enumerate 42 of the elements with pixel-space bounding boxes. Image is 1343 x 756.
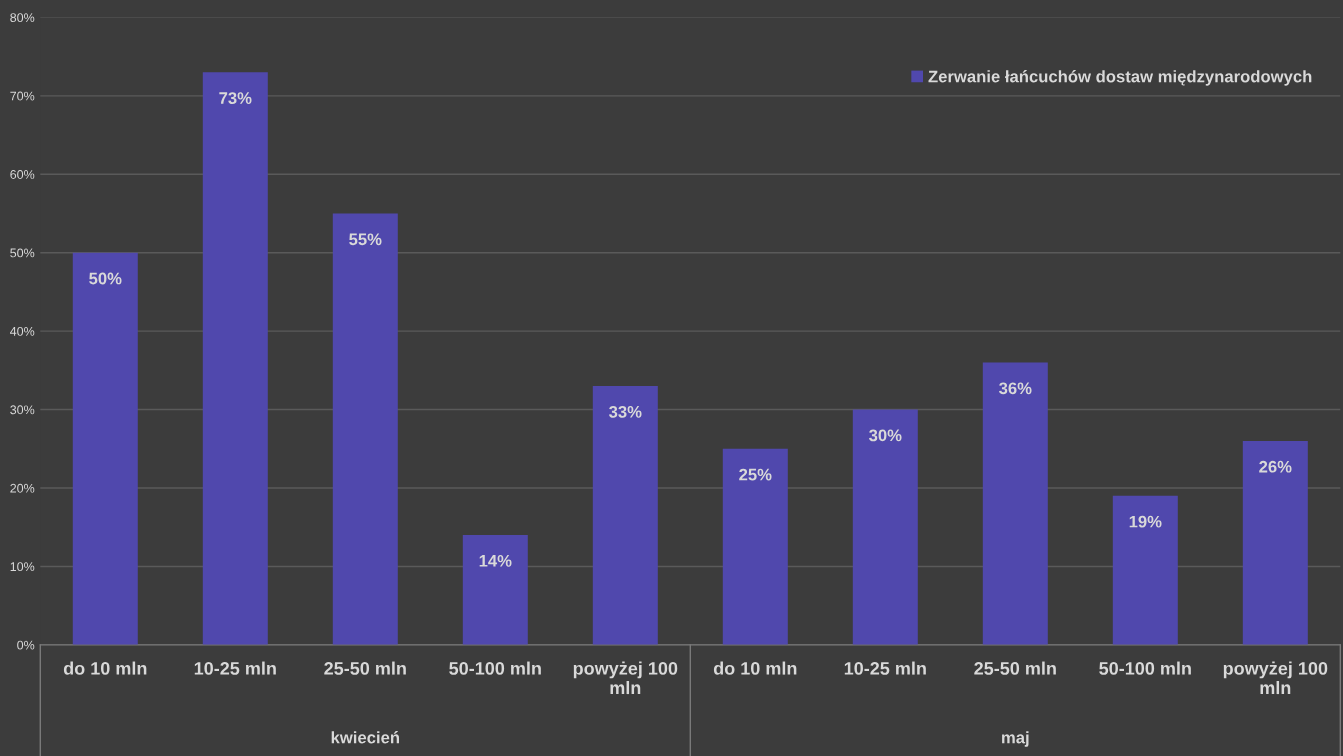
y-tick-label: 60%	[10, 170, 35, 179]
y-tick-label: 80%	[10, 13, 35, 23]
x-tick-label: 10-25 mln	[194, 661, 276, 675]
data-label: 73%	[219, 92, 252, 104]
x-tick-label: do 10 mln	[63, 661, 147, 675]
bar	[1112, 495, 1178, 645]
bar	[332, 213, 398, 645]
text: maj	[1002, 731, 1029, 747]
x-tick-label: 50-100 mln	[1099, 661, 1191, 675]
data-label: 55%	[349, 233, 382, 246]
data-label: 19%	[1129, 515, 1162, 528]
data-label: 30%	[869, 429, 902, 442]
y-tick-label: 20%	[10, 483, 35, 493]
bar	[722, 448, 788, 645]
bar	[852, 409, 918, 645]
bar	[982, 362, 1048, 645]
y-tick-label: 30%	[10, 405, 35, 415]
y-tick-label: 50%	[10, 248, 35, 258]
y-tick-label: 40%	[10, 326, 35, 336]
x-tick-label: powyżej 100 mln	[573, 661, 678, 695]
y-tick-label: 0%	[17, 640, 35, 650]
data-label: 25%	[739, 468, 772, 481]
x-tick-label: do 10 mln	[713, 661, 797, 675]
text: kwiecień	[331, 731, 400, 744]
bar	[202, 72, 268, 645]
x-tick-label: 25-50 mln	[324, 661, 406, 675]
data-label: 14%	[479, 554, 512, 567]
y-tick-label: 10%	[10, 562, 35, 572]
bar	[1242, 440, 1308, 645]
data-label: 26%	[1259, 460, 1292, 473]
data-label: 36%	[999, 382, 1032, 395]
bar	[462, 535, 528, 645]
x-tick-label: 25-50 mln	[974, 661, 1056, 675]
y-tick-label: 70%	[10, 91, 35, 101]
x-tick-label: 50-100 mln	[449, 661, 541, 675]
x-tick-label: 10-25 mln	[844, 661, 926, 675]
data-label: 50%	[89, 272, 122, 285]
bar	[592, 386, 658, 645]
x-tick-label: powyżej 100 mln	[1223, 661, 1328, 695]
data-label: 33%	[609, 405, 642, 418]
bar	[72, 252, 138, 645]
legend-label: Zerwanie łańcuchów dostaw międzynarodowych	[928, 70, 1312, 86]
